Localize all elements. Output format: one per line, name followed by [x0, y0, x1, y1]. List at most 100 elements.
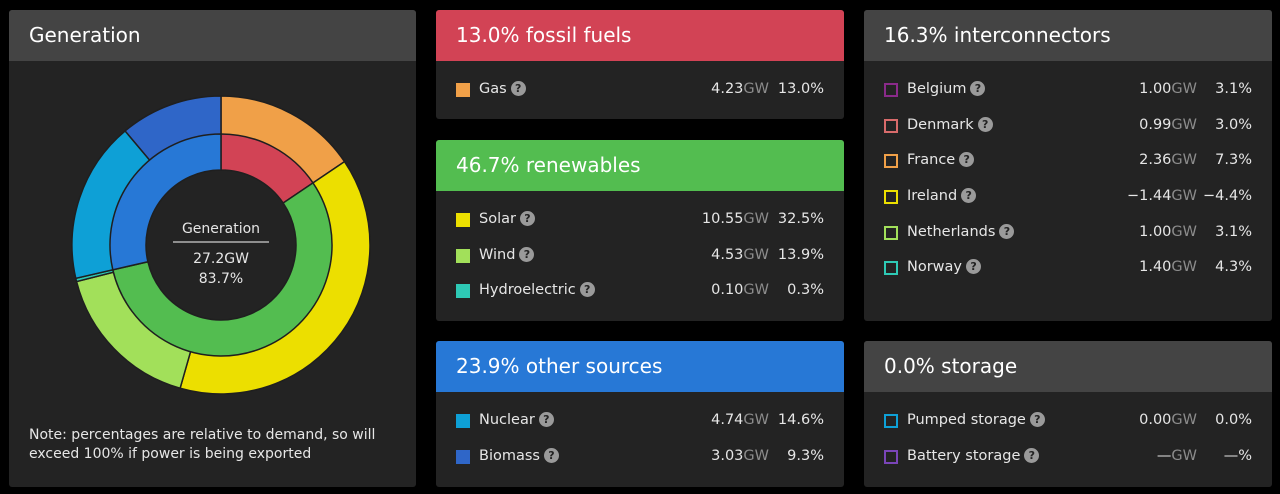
gw-value: 0.00	[1139, 412, 1172, 428]
color-swatch	[884, 83, 898, 97]
source-name: Belgium?	[907, 81, 986, 97]
color-swatch	[456, 284, 470, 299]
help-icon[interactable]: ?	[579, 282, 595, 298]
source-label: Ireland	[907, 188, 958, 205]
gw-value: 4.23	[711, 81, 744, 97]
help-icon[interactable]: ?	[966, 259, 982, 275]
source-gw: 1.00GW	[1139, 224, 1197, 240]
other-rows: Nuclear? 4.74GW 14.6% Biomass? 3.03GW 9.3%	[436, 392, 844, 474]
source-pct: 9.3%	[787, 447, 824, 464]
gw-unit: GW	[1171, 116, 1197, 133]
source-label: Biomass	[479, 447, 540, 464]
source-row-netherlands: Netherlands? 1.00GW 3.1%	[864, 215, 1272, 251]
inner-ring	[109, 133, 333, 357]
source-gw: 3.03GW	[711, 448, 769, 464]
source-name: Hydroelectric?	[479, 282, 595, 298]
storage-rows: Pumped storage? 0.00GW 0.0% Battery storage…	[864, 392, 1272, 474]
generation-donut-chart: Generation 27.2GW 83.7%	[71, 95, 371, 395]
color-swatch	[456, 248, 470, 263]
source-pct: 0.0%	[1215, 412, 1252, 428]
help-icon[interactable]: ?	[510, 81, 526, 96]
color-swatch	[456, 414, 470, 428]
source-pct: 32.5%	[777, 211, 824, 227]
gw-unit: GW	[743, 447, 769, 464]
inner-slice-renewables	[111, 181, 333, 357]
help-icon[interactable]: ?	[1024, 447, 1040, 463]
interconnectors-rows: Belgium? 1.00GW 3.1% Denmark? 0.99GW 3.0% Fran…	[864, 61, 1272, 286]
source-pct: 7.3%	[1215, 152, 1252, 169]
storage-title: 0.0% storage	[864, 341, 1272, 392]
gw-value: 1.40	[1139, 259, 1172, 276]
interconnectors-panel: 16.3% interconnectors Belgium? 1.00GW 3.1%…	[864, 10, 1272, 321]
other-panel: 23.9% other sources Nuclear? 4.74GW 14.6% B…	[436, 341, 844, 487]
source-name: France?	[907, 152, 975, 169]
fossil-panel: 13.0% fossil fuels Gas? 4.23GW 13.0%	[436, 10, 844, 119]
help-icon[interactable]: ?	[959, 152, 975, 168]
source-name: Battery storage?	[907, 447, 1040, 464]
color-swatch	[456, 449, 470, 464]
source-row-biomass: Biomass? 3.03GW 9.3%	[436, 439, 844, 475]
source-name: Norway?	[907, 259, 982, 276]
source-row-ireland: Ireland? −1.44GW −4.4%	[864, 179, 1272, 215]
gw-unit: GW	[1171, 152, 1197, 169]
source-row-belgium: Belgium? 1.00GW 3.1%	[864, 72, 1272, 108]
donut-center-label: Generation	[182, 221, 260, 237]
color-swatch	[884, 261, 898, 276]
donut-center-pct: 83.7%	[199, 271, 243, 287]
gw-unit: GW	[743, 246, 769, 263]
help-icon[interactable]: ?	[977, 116, 993, 132]
source-row-gas: Gas? 4.23GW 13.0%	[436, 72, 844, 108]
source-label: Pumped storage	[907, 412, 1026, 428]
color-swatch	[884, 449, 898, 464]
source-label: Norway	[907, 259, 963, 276]
help-icon[interactable]: ?	[1029, 412, 1045, 427]
help-icon[interactable]: ?	[961, 188, 977, 204]
source-label: France	[907, 152, 956, 169]
source-row-hydroelectric: Hydroelectric? 0.10GW 0.3%	[436, 273, 844, 309]
gw-value: 1.00	[1139, 81, 1172, 97]
generation-panel: Generation Generation 27.2GW 83.7% Note:…	[9, 10, 416, 487]
source-pct: —%	[1223, 447, 1252, 464]
help-icon[interactable]: ?	[519, 246, 535, 262]
source-name: Denmark?	[907, 116, 993, 133]
source-pct: 3.1%	[1215, 223, 1252, 240]
source-name: Gas?	[479, 81, 526, 97]
source-gw: 1.00GW	[1139, 81, 1197, 97]
source-label: Nuclear	[479, 412, 535, 428]
gw-value: —	[1156, 447, 1172, 464]
source-label: Belgium	[907, 81, 967, 97]
source-gw: 0.00GW	[1139, 412, 1197, 428]
gw-unit: GW	[1171, 259, 1197, 276]
renewables-rows: Solar? 10.55GW 32.5% Wind? 4.53GW 13.9% Hydroe…	[436, 191, 844, 309]
fossil-rows: Gas? 4.23GW 13.0%	[436, 61, 844, 108]
source-pct: 14.6%	[777, 412, 824, 428]
source-pct: 3.1%	[1215, 81, 1252, 97]
fossil-title: 13.0% fossil fuels	[436, 10, 844, 61]
gw-unit: GW	[743, 81, 769, 97]
help-icon[interactable]: ?	[519, 211, 535, 226]
gw-value: −1.44	[1126, 188, 1172, 205]
help-icon[interactable]: ?	[970, 81, 986, 96]
source-label: Netherlands	[907, 223, 996, 240]
color-swatch	[884, 154, 898, 169]
source-label: Battery storage	[907, 447, 1021, 464]
renewables-panel: 46.7% renewables Solar? 10.55GW 32.5% Wind?…	[436, 140, 844, 321]
source-name: Netherlands?	[907, 223, 1015, 240]
help-icon[interactable]: ?	[538, 412, 554, 427]
interconnectors-title: 16.3% interconnectors	[864, 10, 1272, 61]
help-icon[interactable]: ?	[999, 223, 1015, 239]
source-gw: —GW	[1157, 448, 1197, 464]
gw-value: 0.99	[1139, 116, 1172, 133]
gw-unit: GW	[743, 412, 769, 428]
source-name: Solar?	[479, 211, 535, 227]
storage-panel: 0.0% storage Pumped storage? 0.00GW 0.0% Ba…	[864, 341, 1272, 487]
source-gw: 4.53GW	[711, 247, 769, 263]
source-gw: −1.44GW	[1127, 188, 1197, 204]
source-row-battery-storage: Battery storage? —GW —%	[864, 439, 1272, 475]
source-pct: 4.3%	[1215, 259, 1252, 276]
source-gw: 0.10GW	[711, 282, 769, 298]
source-pct: −4.4%	[1203, 188, 1252, 205]
source-row-france: France? 2.36GW 7.3%	[864, 143, 1272, 179]
generation-title: Generation	[9, 10, 416, 61]
help-icon[interactable]: ?	[543, 447, 559, 463]
